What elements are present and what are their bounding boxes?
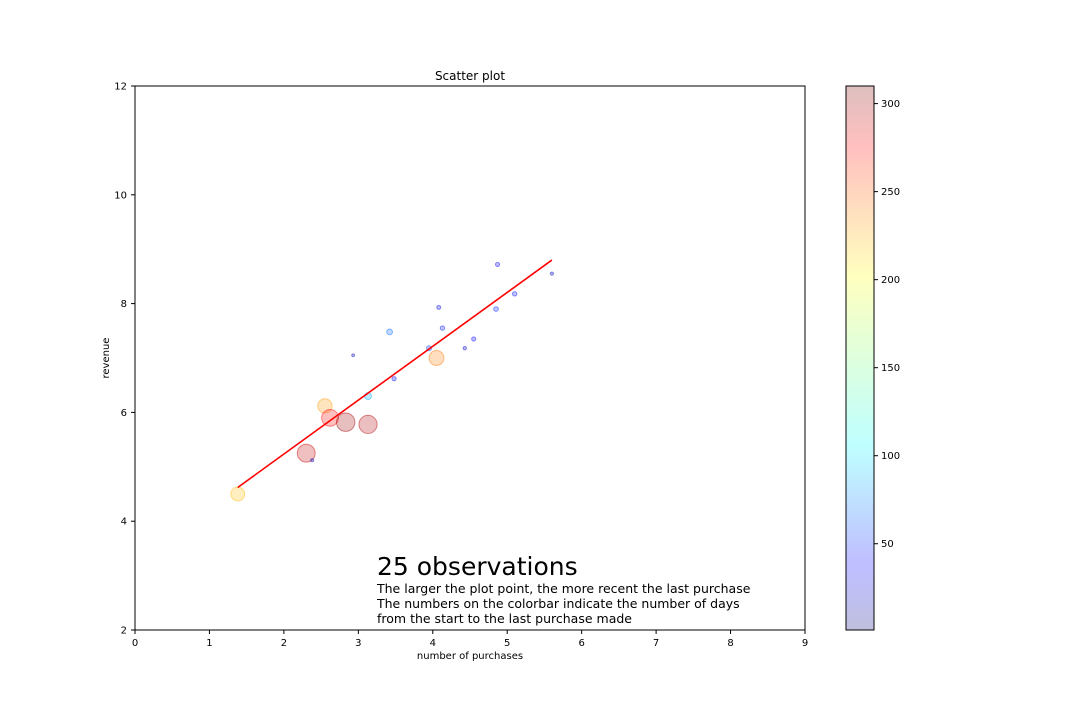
x-tick-label: 4 [430, 638, 436, 649]
x-tick-label: 3 [355, 638, 361, 649]
data-point [471, 336, 477, 342]
data-point [335, 412, 356, 432]
colorbar: 50 100 150 200 250 300 [845, 85, 900, 631]
y-tick-label: 2 [121, 626, 127, 637]
data-point [439, 325, 446, 331]
y-tick-label: 6 [121, 408, 127, 419]
data-point [358, 414, 378, 434]
trend-line [237, 259, 553, 489]
annotation-line-3: from the start to the last purchase made [377, 611, 632, 626]
x-tick-label: 9 [802, 638, 808, 649]
plot-frame [134, 85, 806, 631]
x-axis-label: number of purchases [417, 651, 523, 662]
data-point [386, 328, 394, 336]
data-point [436, 304, 442, 310]
data-point [549, 271, 554, 276]
colorbar-tick-label: 100 [881, 451, 900, 462]
colorbar-tick-label: 150 [881, 363, 900, 374]
colorbar-tick-label: 50 [881, 539, 894, 550]
data-point [317, 398, 333, 414]
x-tick-label: 0 [132, 638, 138, 649]
data-point [321, 408, 339, 427]
x-tick-label: 1 [206, 638, 212, 649]
colorbar-gradient [846, 86, 874, 630]
data-point [494, 261, 501, 268]
data-point [296, 443, 316, 463]
x-tick-label: 5 [504, 638, 510, 649]
colorbar-tick-label: 300 [881, 99, 900, 110]
y-axis-label: revenue [101, 338, 112, 379]
annotation-line-1: The larger the plot point, the more rece… [377, 581, 751, 596]
data-point [391, 376, 397, 382]
y-tick-label: 8 [121, 299, 127, 310]
observations-headline: 25 observations [377, 552, 578, 581]
y-tick-label: 10 [114, 190, 127, 201]
x-tick-label: 6 [578, 638, 584, 649]
y-tick-label: 4 [121, 517, 127, 528]
data-point [493, 306, 499, 312]
colorbar-tick-label: 200 [881, 275, 900, 286]
x-tick-label: 7 [653, 638, 659, 649]
colorbar-frame [845, 85, 875, 631]
data-point [351, 353, 356, 358]
x-tick-label: 2 [281, 638, 287, 649]
chart-title: Scatter plot [435, 69, 505, 83]
x-tick-label: 8 [727, 638, 733, 649]
y-tick-label: 12 [114, 82, 127, 93]
data-point [310, 458, 315, 463]
annotation-line-2: The numbers on the colorbar indicate the… [377, 596, 740, 611]
data-point [428, 350, 445, 366]
data-point [230, 486, 246, 502]
data-point [511, 291, 518, 297]
data-point [462, 346, 467, 351]
colorbar-tick-label: 250 [881, 187, 900, 198]
